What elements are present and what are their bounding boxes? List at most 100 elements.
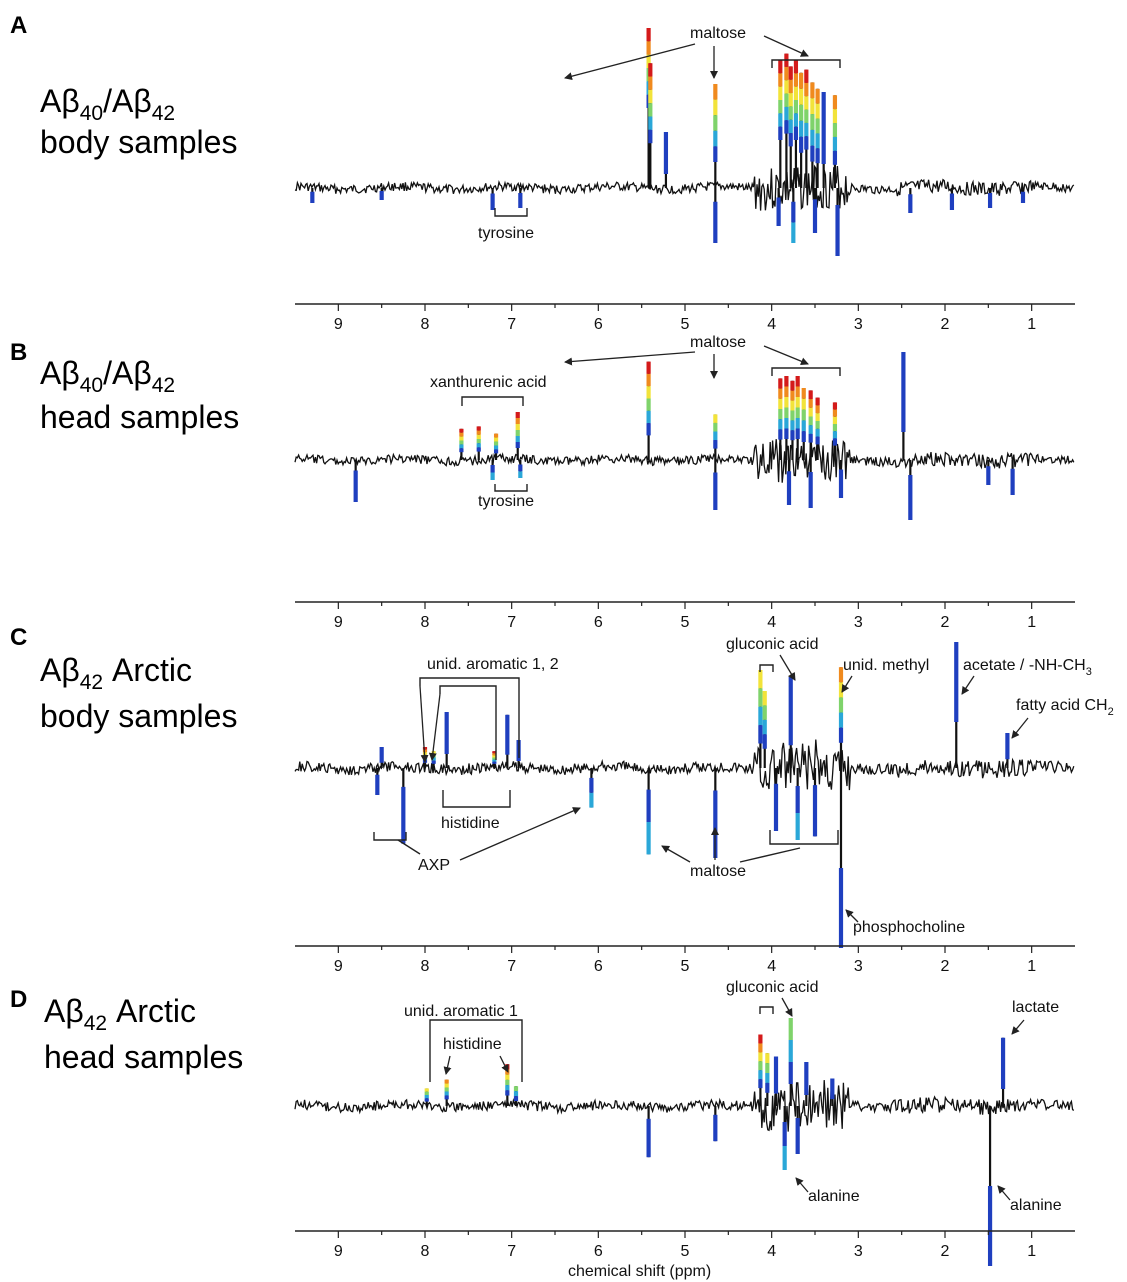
arrow-c-maltose-1 (661, 845, 691, 863)
spectrum-d (294, 1018, 1075, 1266)
x-tick-label: 2 (941, 614, 950, 631)
x-tick-label: 2 (941, 1243, 950, 1260)
panel-letter-b: B (10, 339, 27, 366)
x-tick-label: 1 (1027, 614, 1036, 631)
sample-label-c-line2: body samples (40, 698, 237, 734)
x-tick-label: 1 (1027, 958, 1036, 975)
x-tick-label: 8 (421, 958, 430, 975)
annot-c-maltose: maltose (690, 863, 746, 880)
arrow-c-aromatic-1 (419, 685, 429, 763)
panel-letter-a: A (10, 12, 27, 39)
spectrum-baseline (294, 436, 1075, 483)
x-tick-label: 8 (421, 316, 430, 333)
annot-d-gluconic: gluconic acid (726, 979, 819, 996)
panel-a: A Aβ40/Aβ42 body samples maltose tyrosin… (10, 12, 1075, 333)
sample-label-b-line2: head samples (40, 399, 239, 435)
annot-a-maltose: maltose (690, 25, 746, 42)
panel-letter-c: C (10, 624, 27, 651)
x-axis-label: chemical shift (ppm) (568, 1263, 711, 1280)
spectrum-baseline (294, 164, 1075, 211)
annot-b-tyrosine: tyrosine (478, 493, 534, 510)
x-tick-label: 4 (767, 1243, 776, 1260)
x-tick-label: 4 (767, 958, 776, 975)
bracket-d-aromatic (429, 1019, 523, 1082)
sample-label-c-line1: Aβ42 Arctic (40, 652, 192, 694)
x-axis-d: 9 8 7 6 5 4 3 2 1 (295, 1230, 1075, 1260)
sample-label-d-line2: head samples (44, 1039, 243, 1075)
x-tick-label: 8 (421, 614, 430, 631)
spectrum-baseline (294, 739, 1075, 791)
x-tick-label: 5 (681, 958, 690, 975)
x-tick-label: 9 (334, 316, 343, 333)
sample-label-d-line1: Aβ42 Arctic (44, 993, 196, 1035)
arrow-d-alanine-2 (997, 1185, 1011, 1201)
x-tick-label: 7 (507, 1243, 516, 1260)
annot-c-histidine: histidine (441, 815, 500, 832)
arrow-c-axp (459, 807, 581, 861)
bracket-c-aromatic-right (500, 677, 520, 758)
arrow-b-maltose-3 (763, 345, 809, 366)
bracket-c-histidine (442, 790, 511, 808)
arrow-a-maltose-3 (763, 35, 809, 57)
x-axis-b: 9 8 7 6 5 4 3 2 1 (295, 601, 1075, 631)
arrow-c-gluconic (779, 654, 796, 681)
x-tick-label: 3 (854, 316, 863, 333)
x-tick-label: 2 (941, 958, 950, 975)
bracket-b-tyrosine (494, 484, 528, 492)
arrow-a-maltose-1 (564, 43, 696, 81)
sample-label-a-line2: body samples (40, 124, 237, 160)
x-tick-label: 9 (334, 958, 343, 975)
annot-c-axp: AXP (418, 857, 450, 874)
line-c-axp (397, 839, 421, 855)
bracket-b-xanthurenic (461, 396, 524, 406)
spectrum-c (294, 642, 1075, 948)
annot-c-gluconic: gluconic acid (726, 636, 819, 653)
panel-c: C Aβ42 Arctic body samples unid. aromati… (10, 624, 1114, 975)
annot-c-fatty: fatty acid CH2 (1016, 697, 1114, 718)
arrow-c-acetate (961, 675, 975, 695)
x-tick-label: 6 (594, 316, 603, 333)
arrow-c-aromatic-2 (428, 693, 441, 761)
annot-a-tyrosine: tyrosine (478, 225, 534, 242)
annot-d-alanine-2: alanine (1010, 1197, 1062, 1214)
bracket-c-aromatic-left (419, 677, 500, 686)
x-tick-label: 4 (767, 614, 776, 631)
sample-label-a-line1: Aβ40/Aβ42 (40, 83, 175, 125)
annot-c-methyl: unid. methyl (843, 657, 929, 674)
line-c-maltose-3 (739, 847, 801, 863)
annot-b-xanthurenic: xanthurenic acid (430, 374, 547, 391)
bracket-a-tyrosine (494, 208, 528, 217)
arrow-d-gluconic (781, 997, 793, 1017)
x-tick-label: 1 (1027, 316, 1036, 333)
annot-c-phosphocholine: phosphocholine (853, 919, 965, 936)
x-tick-label: 3 (854, 1243, 863, 1260)
bracket-c-axp (373, 832, 407, 841)
spectrum-baseline (294, 1080, 1075, 1132)
x-tick-label: 8 (421, 1243, 430, 1260)
x-tick-label: 3 (854, 614, 863, 631)
panel-b: B Aβ40/Aβ42 head samples maltose xanthur… (10, 334, 1075, 631)
x-tick-label: 7 (507, 614, 516, 631)
arrow-b-maltose-1 (564, 351, 696, 366)
annot-d-lactate: lactate (1012, 999, 1059, 1016)
bracket-c-aromatic-mid (439, 685, 497, 760)
bracket-d-gluconic (759, 1006, 774, 1014)
x-tick-label: 1 (1027, 1243, 1036, 1260)
panel-letter-d: D (10, 986, 27, 1013)
annot-c-acetate: acetate / -NH-CH3 (963, 657, 1092, 678)
arrow-d-lactate (1011, 1019, 1025, 1035)
arrow-d-alanine-1 (795, 1177, 809, 1193)
bracket-c-gluconic (759, 664, 774, 672)
x-tick-label: 5 (681, 1243, 690, 1260)
annot-b-maltose: maltose (690, 334, 746, 351)
arrow-d-histidine-2 (499, 1055, 509, 1073)
spectrum-a (294, 28, 1075, 256)
bracket-b-maltose (771, 367, 841, 376)
x-tick-label: 4 (767, 316, 776, 333)
x-tick-label: 7 (507, 316, 516, 333)
bracket-a-maltose (771, 59, 841, 68)
spectrum-b (294, 352, 1075, 520)
x-tick-label: 2 (941, 316, 950, 333)
x-tick-label: 5 (681, 614, 690, 631)
